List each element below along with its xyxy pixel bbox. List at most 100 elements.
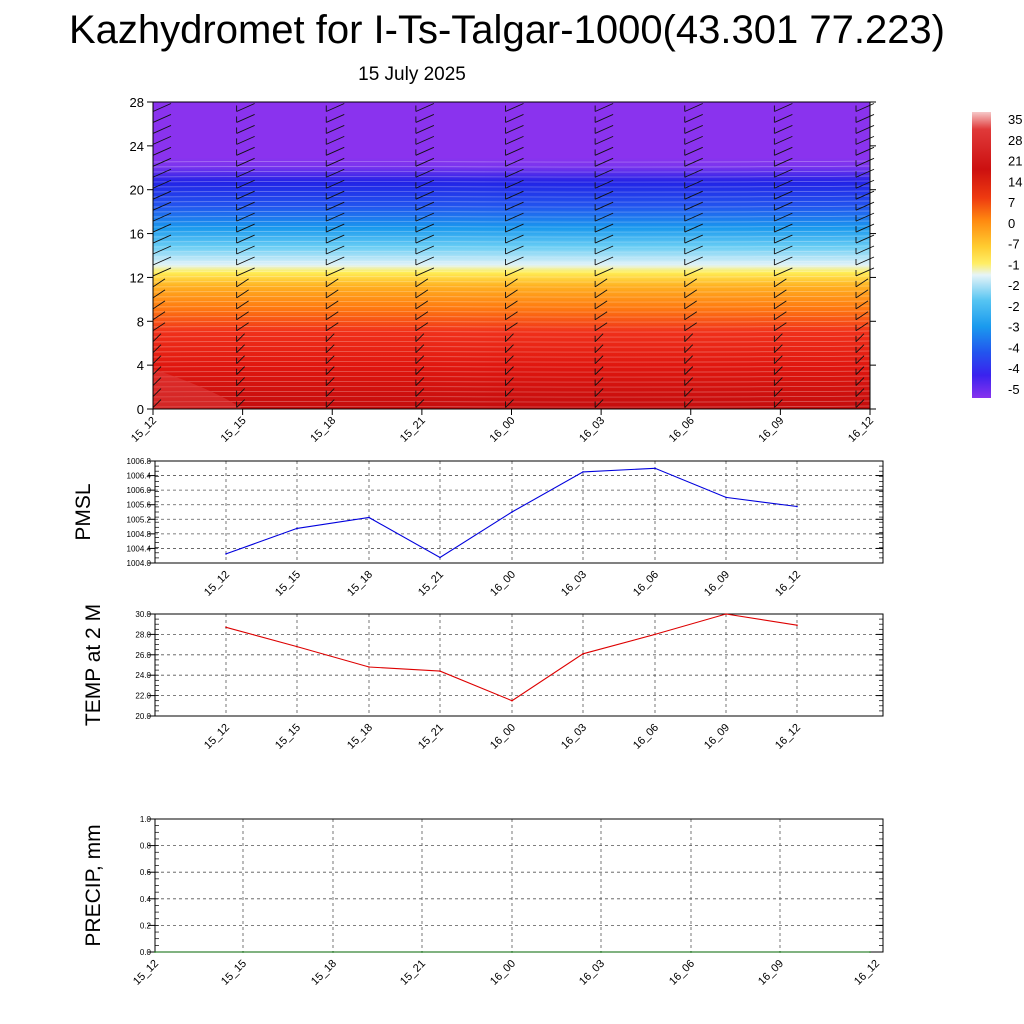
contour-line	[152, 285, 871, 288]
wind-barb	[855, 190, 875, 200]
wind-barb	[236, 344, 245, 354]
contour-line	[152, 325, 871, 328]
wind-barb	[684, 190, 703, 200]
wind-barb	[505, 278, 518, 288]
contour-line	[152, 210, 871, 213]
wind-barb	[415, 103, 435, 112]
wind-barb	[774, 201, 793, 211]
contour-line	[152, 240, 871, 243]
x-tick-label: 16_00	[488, 569, 518, 599]
contour-line	[152, 265, 871, 268]
data-point	[582, 471, 584, 473]
wind-barb	[774, 256, 793, 266]
colorbar-label: -2	[1008, 278, 1020, 293]
x-tick-label: 15_15	[219, 415, 249, 445]
contour-line	[152, 175, 871, 178]
wind-barb	[594, 190, 614, 200]
colorbar-label: -5	[1008, 382, 1020, 397]
y-tick-label: 1.0	[140, 815, 152, 824]
wind-barb	[505, 300, 518, 310]
wind-barb	[594, 377, 604, 386]
x-tick-label: 16_12	[773, 569, 803, 599]
wind-barb	[774, 333, 783, 343]
wind-barb	[326, 311, 339, 321]
wind-barb	[415, 300, 429, 310]
x-tick-label: 15_15	[219, 958, 249, 988]
wind-barb	[415, 212, 435, 222]
wind-barb	[505, 311, 518, 321]
wind-barb	[684, 399, 694, 408]
wind-barb	[326, 168, 345, 178]
contour-line	[152, 345, 871, 348]
wind-barb	[774, 388, 783, 397]
wind-barb	[326, 322, 339, 332]
contour-line	[152, 315, 871, 318]
wind-barb	[684, 103, 703, 112]
x-tick-label: 16_06	[667, 958, 697, 988]
wind-barb	[594, 366, 604, 375]
x-tick-label: 15_21	[398, 415, 428, 445]
wind-barb	[505, 157, 524, 167]
wind-barb	[326, 267, 345, 277]
contour-line	[152, 305, 871, 308]
series-line	[225, 467, 798, 559]
x-tick-label: 16_00	[488, 415, 518, 445]
wind-barb	[684, 377, 694, 386]
y-tick-label: 26.0	[135, 651, 151, 660]
wind-barb	[855, 201, 875, 211]
wind-barb	[415, 278, 429, 288]
wind-barb	[415, 333, 425, 343]
wind-barb	[236, 278, 249, 288]
colorbar-ramp	[972, 112, 991, 398]
wind-barb	[152, 190, 172, 200]
x-tick-label: 15_21	[416, 722, 446, 752]
wind-barb	[326, 300, 339, 310]
colorbar-label: 0	[1008, 216, 1015, 231]
colorbar-label: -1	[1008, 257, 1020, 272]
wind-barb	[505, 322, 518, 332]
wind-barb	[152, 103, 172, 112]
x-tick-label: 16_09	[756, 958, 786, 988]
series-line	[225, 613, 798, 702]
y-tick-label: 20.0	[135, 712, 151, 721]
wind-barb	[505, 289, 518, 299]
wind-barb	[152, 300, 166, 310]
contour-line	[152, 245, 871, 248]
wind-barb	[505, 256, 524, 266]
x-tick-label: 16_03	[559, 722, 589, 752]
y-tick-label: 0.8	[140, 842, 152, 851]
data-point	[439, 670, 441, 672]
wind-barb	[236, 388, 245, 397]
x-tick-label: 16_06	[667, 415, 697, 445]
wind-barb	[855, 256, 875, 266]
wind-barb	[855, 223, 875, 233]
wind-barb	[325, 388, 335, 397]
wind-barb	[415, 322, 429, 332]
data-point	[725, 496, 727, 499]
contour-line	[152, 385, 871, 388]
wind-barb	[415, 190, 435, 200]
wind-barb	[855, 366, 865, 375]
contour-line	[152, 220, 871, 223]
wind-barb	[236, 355, 245, 364]
wind-barb	[326, 190, 345, 200]
wind-barb	[594, 333, 604, 343]
y-tick-label: 0.0	[140, 948, 152, 957]
wind-barb	[855, 388, 865, 397]
wind-barb	[594, 103, 614, 112]
x-tick-label: 16_09	[756, 415, 786, 445]
wind-barb	[594, 388, 604, 397]
x-tick-label: 15_12	[131, 958, 161, 988]
wind-barb	[684, 355, 694, 364]
wind-barb	[236, 322, 249, 332]
wind-barb	[594, 399, 604, 408]
wind-barb	[774, 377, 783, 386]
wind-barb	[774, 278, 787, 288]
data-point	[225, 553, 227, 555]
wind-barb	[152, 289, 166, 299]
y-tick-label: 24.0	[135, 671, 151, 680]
data-point	[654, 633, 656, 636]
wind-barb	[594, 124, 614, 134]
wind-barb	[415, 311, 429, 321]
